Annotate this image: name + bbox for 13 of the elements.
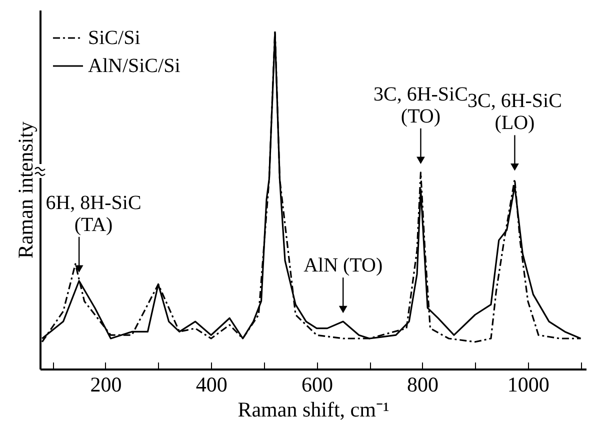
annotation: AlN (TO) [304, 254, 383, 277]
legend-label: SiC/Si [88, 27, 141, 49]
x-axis-title: Raman shift, cm⁻¹ [238, 398, 390, 422]
annotation: 3C, 6H-SiC (LO) [467, 90, 562, 134]
y-axis-title: Raman intensity [14, 120, 38, 259]
x-tick-label: 1000 [507, 372, 550, 396]
x-tick-label: 400 [196, 372, 228, 396]
x-tick-label: 800 [407, 372, 439, 396]
annotation: 3C, 6H-SiC (TO) [373, 83, 468, 128]
x-tick-label: 600 [301, 372, 333, 396]
annotation: 6H, 8H-SiC (TA) [46, 192, 142, 236]
legend-label: AlN/SiC/Si [88, 55, 181, 77]
x-tick-label: 200 [90, 372, 122, 396]
